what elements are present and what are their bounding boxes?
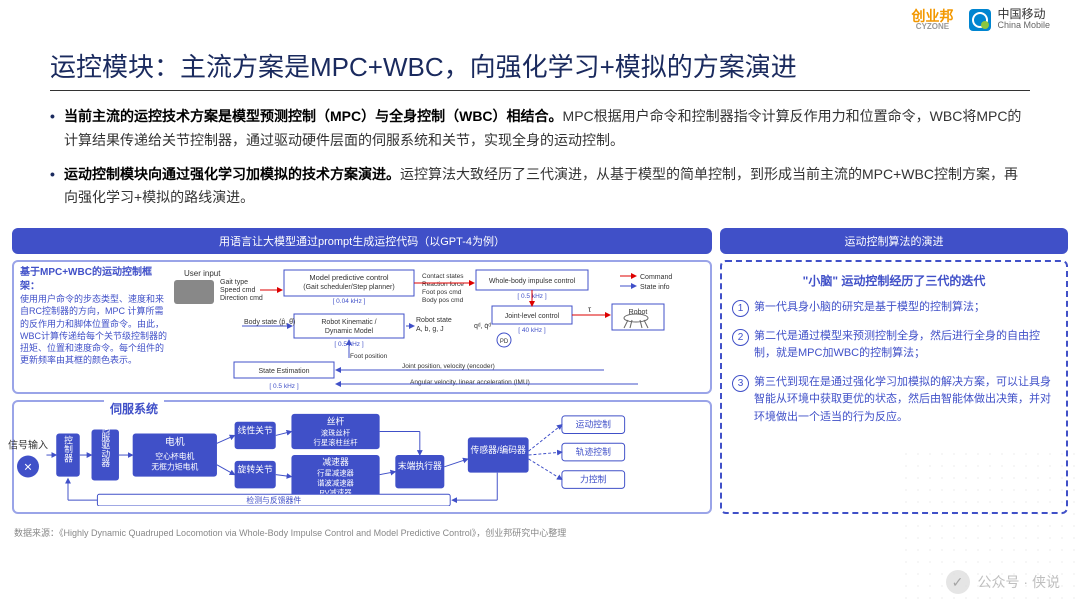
svg-text:User input: User input <box>184 269 221 278</box>
svg-text:[ 0.04 kHz ]: [ 0.04 kHz ] <box>333 298 366 305</box>
svg-text:(Gait scheduler/Step planner): (Gait scheduler/Step planner) <box>303 284 394 291</box>
svg-text:[ 0.5 kHz ]: [ 0.5 kHz ] <box>269 383 298 390</box>
svg-text:Whole-body impulse control: Whole-body impulse control <box>489 278 576 285</box>
svg-text:Body pos cmd: Body pos cmd <box>422 297 464 304</box>
bullet-2: 运动控制模块向通过强化学习加模拟的技术方案演进。运控算法大致经历了三代演进，从基… <box>50 163 1030 211</box>
evolution-box: "小脑" 运动控制经历了三代的迭代 第一代具身小脑的研究是基于模型的控制算法； … <box>720 260 1068 514</box>
svg-text:轨迹控制: 轨迹控制 <box>576 446 611 457</box>
page-title: 运控模块：主流方案是MPC+WBC，向强化学习+模拟的方案演进 <box>0 35 1080 90</box>
svg-text:Model predictive control: Model predictive control <box>309 273 389 282</box>
svg-text:空心杯电机: 空心杯电机 <box>155 451 194 461</box>
svg-text:检测与反馈器件: 检测与反馈器件 <box>246 495 301 505</box>
svg-text:Angular velocity, linear accel: Angular velocity, linear acceleration (I… <box>410 379 530 386</box>
svg-text:qᵈ, q̇ᵈ: qᵈ, q̇ᵈ <box>474 323 491 330</box>
svg-text:Joint-level control: Joint-level control <box>505 313 560 320</box>
evo-list: 第一代具身小脑的研究是基于模型的控制算法； 第二代是通过模型来预测控制全身，然后… <box>732 299 1056 425</box>
svg-text:PD: PD <box>500 339 509 345</box>
servo-box: 伺服系统 信号输入 × 控制器 伺服驱动器 电机 空心杯电机 无框力矩电机 <box>12 400 712 514</box>
svg-text:控制器: 控制器 <box>63 435 73 463</box>
svg-text:力控制: 力控制 <box>580 474 607 485</box>
logo-china-mobile: 中国移动 China Mobile <box>969 8 1050 31</box>
diagram-area: 用语言让大模型通过prompt生成运控代码（以GPT-4为例） 基于MPC+WB… <box>0 220 1080 522</box>
logo-cyzone: 创业邦 CYZONE <box>911 9 953 31</box>
evo-item-2: 第二代是通过模型来预测控制全身，然后进行全身的自由控制，就是MPC加WBC的控制… <box>732 328 1056 362</box>
svg-text:丝杆: 丝杆 <box>327 416 345 427</box>
svg-text:Gait type: Gait type <box>220 279 248 286</box>
svg-text:A, b, g, J: A, b, g, J <box>416 326 444 333</box>
svg-text:Direction cmd: Direction cmd <box>220 295 263 302</box>
bullet-1: 当前主流的运控技术方案是模型预测控制（MPC）与全身控制（WBC）相结合。MPC… <box>50 105 1030 153</box>
evo-item-3: 第三代到现在是通过强化学习加模拟的解决方案，可以让具身智能从环境中获取更优的状态… <box>732 374 1056 425</box>
svg-text:末端执行器: 末端执行器 <box>398 460 442 471</box>
source-line: 数据来源：《Highly Dynamic Quadruped Locomotio… <box>0 522 1080 543</box>
svg-text:τ: τ <box>588 305 592 314</box>
servo-title: 伺服系统 <box>104 400 164 417</box>
svg-text:Foot pos cmd: Foot pos cmd <box>422 289 462 296</box>
framework-box: 基于MPC+WBC的运动控制框架： 使用用户命令的步态类型、速度和来自RC控制器… <box>12 260 712 394</box>
svg-text:Contact states: Contact states <box>422 273 464 280</box>
signal-input: 信号输入 × <box>8 437 48 478</box>
svg-text:Speed cmd: Speed cmd <box>220 287 256 294</box>
svg-text:伺服驱动器: 伺服驱动器 <box>100 422 110 467</box>
logo-cyzone-text: 创业邦 <box>911 9 953 23</box>
svg-text:滚珠丝杆: 滚珠丝杆 <box>321 429 351 438</box>
svg-text:Joint position, velocity (enco: Joint position, velocity (encoder) <box>402 363 495 370</box>
signal-x-icon: × <box>17 456 39 478</box>
svg-text:Robot Kinematic /: Robot Kinematic / <box>321 319 376 326</box>
svg-text:[ 40 kHz ]: [ 40 kHz ] <box>518 327 546 334</box>
servo-diagram: 控制器 伺服驱动器 电机 空心杯电机 无框力矩电机 线性关节 旋转关节 丝杆 <box>20 408 704 506</box>
svg-text:运动控制: 运动控制 <box>576 419 611 430</box>
band-right: 运动控制算法的演进 <box>720 228 1068 254</box>
svg-text:行星减速器: 行星减速器 <box>317 469 354 478</box>
china-mobile-icon <box>969 9 991 31</box>
svg-text:无框力矩电机: 无框力矩电机 <box>151 462 198 472</box>
svg-text:传感器/编码器: 传感器/编码器 <box>471 444 527 455</box>
svg-text:行星滚柱丝杆: 行星滚柱丝杆 <box>314 439 359 448</box>
band-left: 用语言让大模型通过prompt生成运控代码（以GPT-4为例） <box>12 228 712 254</box>
watermark: ✓ 公众号 · 侠说 <box>946 570 1060 594</box>
bullet-list: 当前主流的运控技术方案是模型预测控制（MPC）与全身控制（WBC）相结合。MPC… <box>0 105 1080 210</box>
svg-text:Dynamic Model: Dynamic Model <box>325 328 374 335</box>
evo-item-1: 第一代具身小脑的研究是基于模型的控制算法； <box>732 299 1056 316</box>
svg-text:Reaction force: Reaction force <box>422 281 464 288</box>
svg-text:旋转关节: 旋转关节 <box>238 464 273 475</box>
logo-cyzone-sub: CYZONE <box>916 23 949 31</box>
svg-text:Body state (p̂, θ̂): Body state (p̂, θ̂) <box>244 319 295 326</box>
cm-en: China Mobile <box>997 21 1050 31</box>
svg-text:谐波减速器: 谐波减速器 <box>317 479 354 488</box>
header: 创业邦 CYZONE 中国移动 China Mobile <box>0 0 1080 35</box>
svg-text:线性关节: 线性关节 <box>238 425 273 436</box>
framework-label: 基于MPC+WBC的运动控制框架： 使用用户命令的步态类型、速度和来自RC控制器… <box>20 266 170 366</box>
title-underline <box>50 90 1030 91</box>
svg-text:Command: Command <box>640 274 672 281</box>
wechat-icon: ✓ <box>946 570 970 594</box>
mpc-wbc-diagram: User input Gait type Speed cmd Direction… <box>174 266 704 392</box>
svg-text:电机: 电机 <box>165 436 185 449</box>
evo-title: "小脑" 运动控制经历了三代的迭代 <box>732 272 1056 289</box>
svg-text:State Estimation: State Estimation <box>259 368 310 375</box>
svg-text:State info: State info <box>640 284 670 291</box>
svg-text:Robot state: Robot state <box>416 317 452 324</box>
svg-text:减速器: 减速器 <box>322 456 349 467</box>
svg-text:Foot position: Foot position <box>350 353 388 360</box>
